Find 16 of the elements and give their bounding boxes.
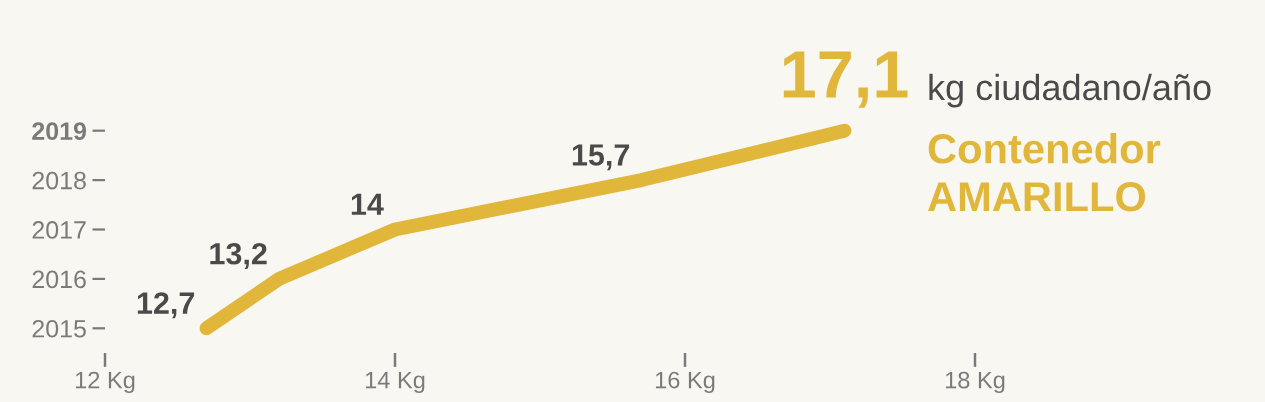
y-tick-label: 2015 <box>32 319 86 338</box>
y-tick-label: 2019 <box>32 122 87 140</box>
data-label: 13,2 <box>210 242 267 269</box>
y-tick-label: 2018 <box>32 171 86 190</box>
data-label: 17,1 <box>783 51 908 108</box>
x-tick-label: 18 Kg <box>945 371 1005 394</box>
data-label: 14 <box>351 193 384 215</box>
x-tick-label: 12 Kg <box>75 371 135 394</box>
x-tick-label: 16 Kg <box>655 371 715 394</box>
data-label: 15,7 <box>572 144 630 171</box>
text: Contenedor AMARILLO <box>928 133 1161 212</box>
y-tick-label: 2017 <box>32 221 86 239</box>
x-tick-label: 14 Kg <box>365 371 425 394</box>
data-label: 12,7 <box>137 292 195 319</box>
y-tick-label: 2016 <box>32 270 86 289</box>
annotation: kg ciudadano/año <box>929 73 1211 108</box>
